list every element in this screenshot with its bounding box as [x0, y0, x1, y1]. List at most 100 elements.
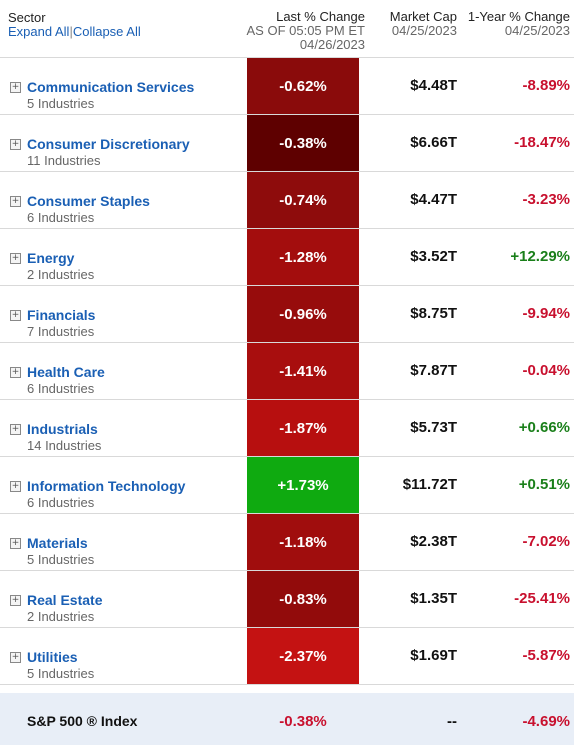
- sector-row: + Consumer Discretionary 11 Industries -0.3…: [0, 114, 574, 171]
- industry-count: 5 Industries: [27, 552, 95, 567]
- row-divider: [0, 570, 574, 571]
- sector-name-link[interactable]: Real Estate: [27, 592, 103, 608]
- sector-name-link[interactable]: Industrials: [27, 421, 98, 437]
- sector-row: + Materials 5 Industries -1.18% $2.38T -7.02%: [0, 513, 574, 570]
- link-separator: |: [69, 24, 73, 39]
- last-change-cell: -0.83%: [247, 571, 359, 627]
- row-divider: [0, 342, 574, 343]
- year-change-value: -8.89%: [522, 77, 570, 94]
- last-change-cell: -0.96%: [247, 286, 359, 342]
- sector-name-link[interactable]: Consumer Staples: [27, 193, 150, 209]
- industry-count: 6 Industries: [27, 381, 95, 396]
- last-change-cell: +1.73%: [247, 457, 359, 513]
- expand-row-icon[interactable]: +: [10, 196, 21, 207]
- industry-count: 2 Industries: [27, 609, 95, 624]
- collapse-all-link[interactable]: Collapse All: [72, 24, 141, 39]
- last-change-column-header[interactable]: Last % Change AS OF 05:05 PM ET 04/26/20…: [247, 10, 366, 52]
- last-change-cell: -2.37%: [247, 628, 359, 684]
- market-cap-value: $1.35T: [410, 590, 457, 607]
- market-cap-value: $2.38T: [410, 533, 457, 550]
- expand-row-icon[interactable]: +: [10, 82, 21, 93]
- industry-count: 7 Industries: [27, 324, 95, 339]
- year-change-label: 1-Year % Change: [467, 9, 570, 24]
- sector-row: + Energy 2 Industries -1.28% $3.52T +12.29%: [0, 228, 574, 285]
- row-divider: [0, 228, 574, 229]
- expand-row-icon[interactable]: +: [10, 538, 21, 549]
- sector-name-link[interactable]: Communication Services: [27, 79, 195, 95]
- last-change-asof: AS OF 05:05 PM ET: [246, 23, 366, 38]
- index-summary-row: S&P 500 ® Index -0.38% -- -4.69%: [0, 693, 574, 745]
- year-change-value: -25.41%: [514, 590, 570, 607]
- year-change-value: +0.66%: [518, 419, 570, 436]
- sector-name-link[interactable]: Energy: [27, 250, 75, 266]
- industry-count: 2 Industries: [27, 267, 95, 282]
- year-change-date: 04/25/2023: [504, 23, 570, 38]
- row-divider: [0, 456, 574, 457]
- market-cap-value: $5.73T: [410, 419, 457, 436]
- market-cap-value: $3.52T: [410, 248, 457, 265]
- year-change-value: -18.47%: [514, 134, 570, 151]
- market-cap-column-header[interactable]: Market Cap 04/25/2023: [390, 10, 457, 38]
- row-divider: [0, 513, 574, 514]
- sector-row: + Industrials 14 Industries -1.87% $5.73T +0.…: [0, 399, 574, 456]
- expand-row-icon[interactable]: +: [10, 310, 21, 321]
- year-change-value: -7.02%: [522, 533, 570, 550]
- row-divider: [0, 399, 574, 400]
- sector-row: + Information Technology 6 Industries +1.73…: [0, 456, 574, 513]
- industry-count: 11 Industries: [27, 153, 101, 168]
- last-change-cell: -0.62%: [247, 58, 359, 114]
- market-cap-value: $6.66T: [410, 134, 457, 151]
- expand-row-icon[interactable]: +: [10, 139, 21, 150]
- row-divider: [0, 171, 574, 172]
- sector-column-header: Sector: [8, 10, 46, 25]
- market-cap-value: $1.69T: [410, 647, 457, 664]
- last-change-label: Last % Change: [276, 9, 365, 24]
- expand-all-link[interactable]: Expand All: [8, 24, 70, 39]
- sector-name-link[interactable]: Financials: [27, 307, 96, 323]
- table-header: Sector Expand All|Collapse All Last % Ch…: [0, 0, 574, 57]
- market-cap-value: $7.87T: [410, 362, 457, 379]
- sector-name-link[interactable]: Consumer Discretionary: [27, 136, 190, 152]
- index-year-change: -4.69%: [522, 713, 570, 730]
- expand-row-icon[interactable]: +: [10, 652, 21, 663]
- industry-count: 6 Industries: [27, 495, 95, 510]
- sector-name-link[interactable]: Materials: [27, 535, 88, 551]
- expand-row-icon[interactable]: +: [10, 367, 21, 378]
- year-change-value: +0.51%: [518, 476, 570, 493]
- expand-collapse-links: Expand All|Collapse All: [8, 24, 141, 39]
- last-change-cell: -0.38%: [247, 115, 359, 171]
- expand-row-icon[interactable]: +: [10, 595, 21, 606]
- row-divider: [0, 285, 574, 286]
- last-change-date: 04/26/2023: [299, 37, 365, 52]
- index-market-cap: --: [447, 713, 457, 730]
- expand-row-icon[interactable]: +: [10, 253, 21, 264]
- last-change-cell: -1.87%: [247, 400, 359, 456]
- sector-name-link[interactable]: Information Technology: [27, 478, 186, 494]
- sector-row: + Communication Services 5 Industries -0.62…: [0, 57, 574, 114]
- expand-row-icon[interactable]: +: [10, 424, 21, 435]
- market-cap-label: Market Cap: [389, 9, 457, 24]
- year-change-value: -5.87%: [522, 647, 570, 664]
- last-change-cell: -0.74%: [247, 172, 359, 228]
- market-cap-value: $11.72T: [402, 476, 457, 493]
- year-change-value: -3.23%: [522, 191, 570, 208]
- year-change-value: -9.94%: [522, 305, 570, 322]
- row-divider: [0, 684, 574, 685]
- year-change-value: -0.04%: [522, 362, 570, 379]
- sector-row: + Real Estate 2 Industries -0.83% $1.35T -25.…: [0, 570, 574, 627]
- index-last-change: -0.38%: [279, 713, 327, 730]
- industry-count: 5 Industries: [27, 666, 95, 681]
- year-change-column-header[interactable]: 1-Year % Change 04/25/2023: [468, 10, 570, 38]
- expand-row-icon[interactable]: +: [10, 481, 21, 492]
- last-change-cell: -1.41%: [247, 343, 359, 399]
- row-divider: [0, 627, 574, 628]
- sector-name-link[interactable]: Utilities: [27, 649, 78, 665]
- last-change-cell: -1.18%: [247, 514, 359, 570]
- industry-count: 6 Industries: [27, 210, 95, 225]
- market-cap-value: $8.75T: [410, 305, 457, 322]
- sector-name-link[interactable]: Health Care: [27, 364, 105, 380]
- row-divider: [0, 114, 574, 115]
- year-change-value: +12.29%: [510, 248, 570, 265]
- industry-count: 5 Industries: [27, 96, 95, 111]
